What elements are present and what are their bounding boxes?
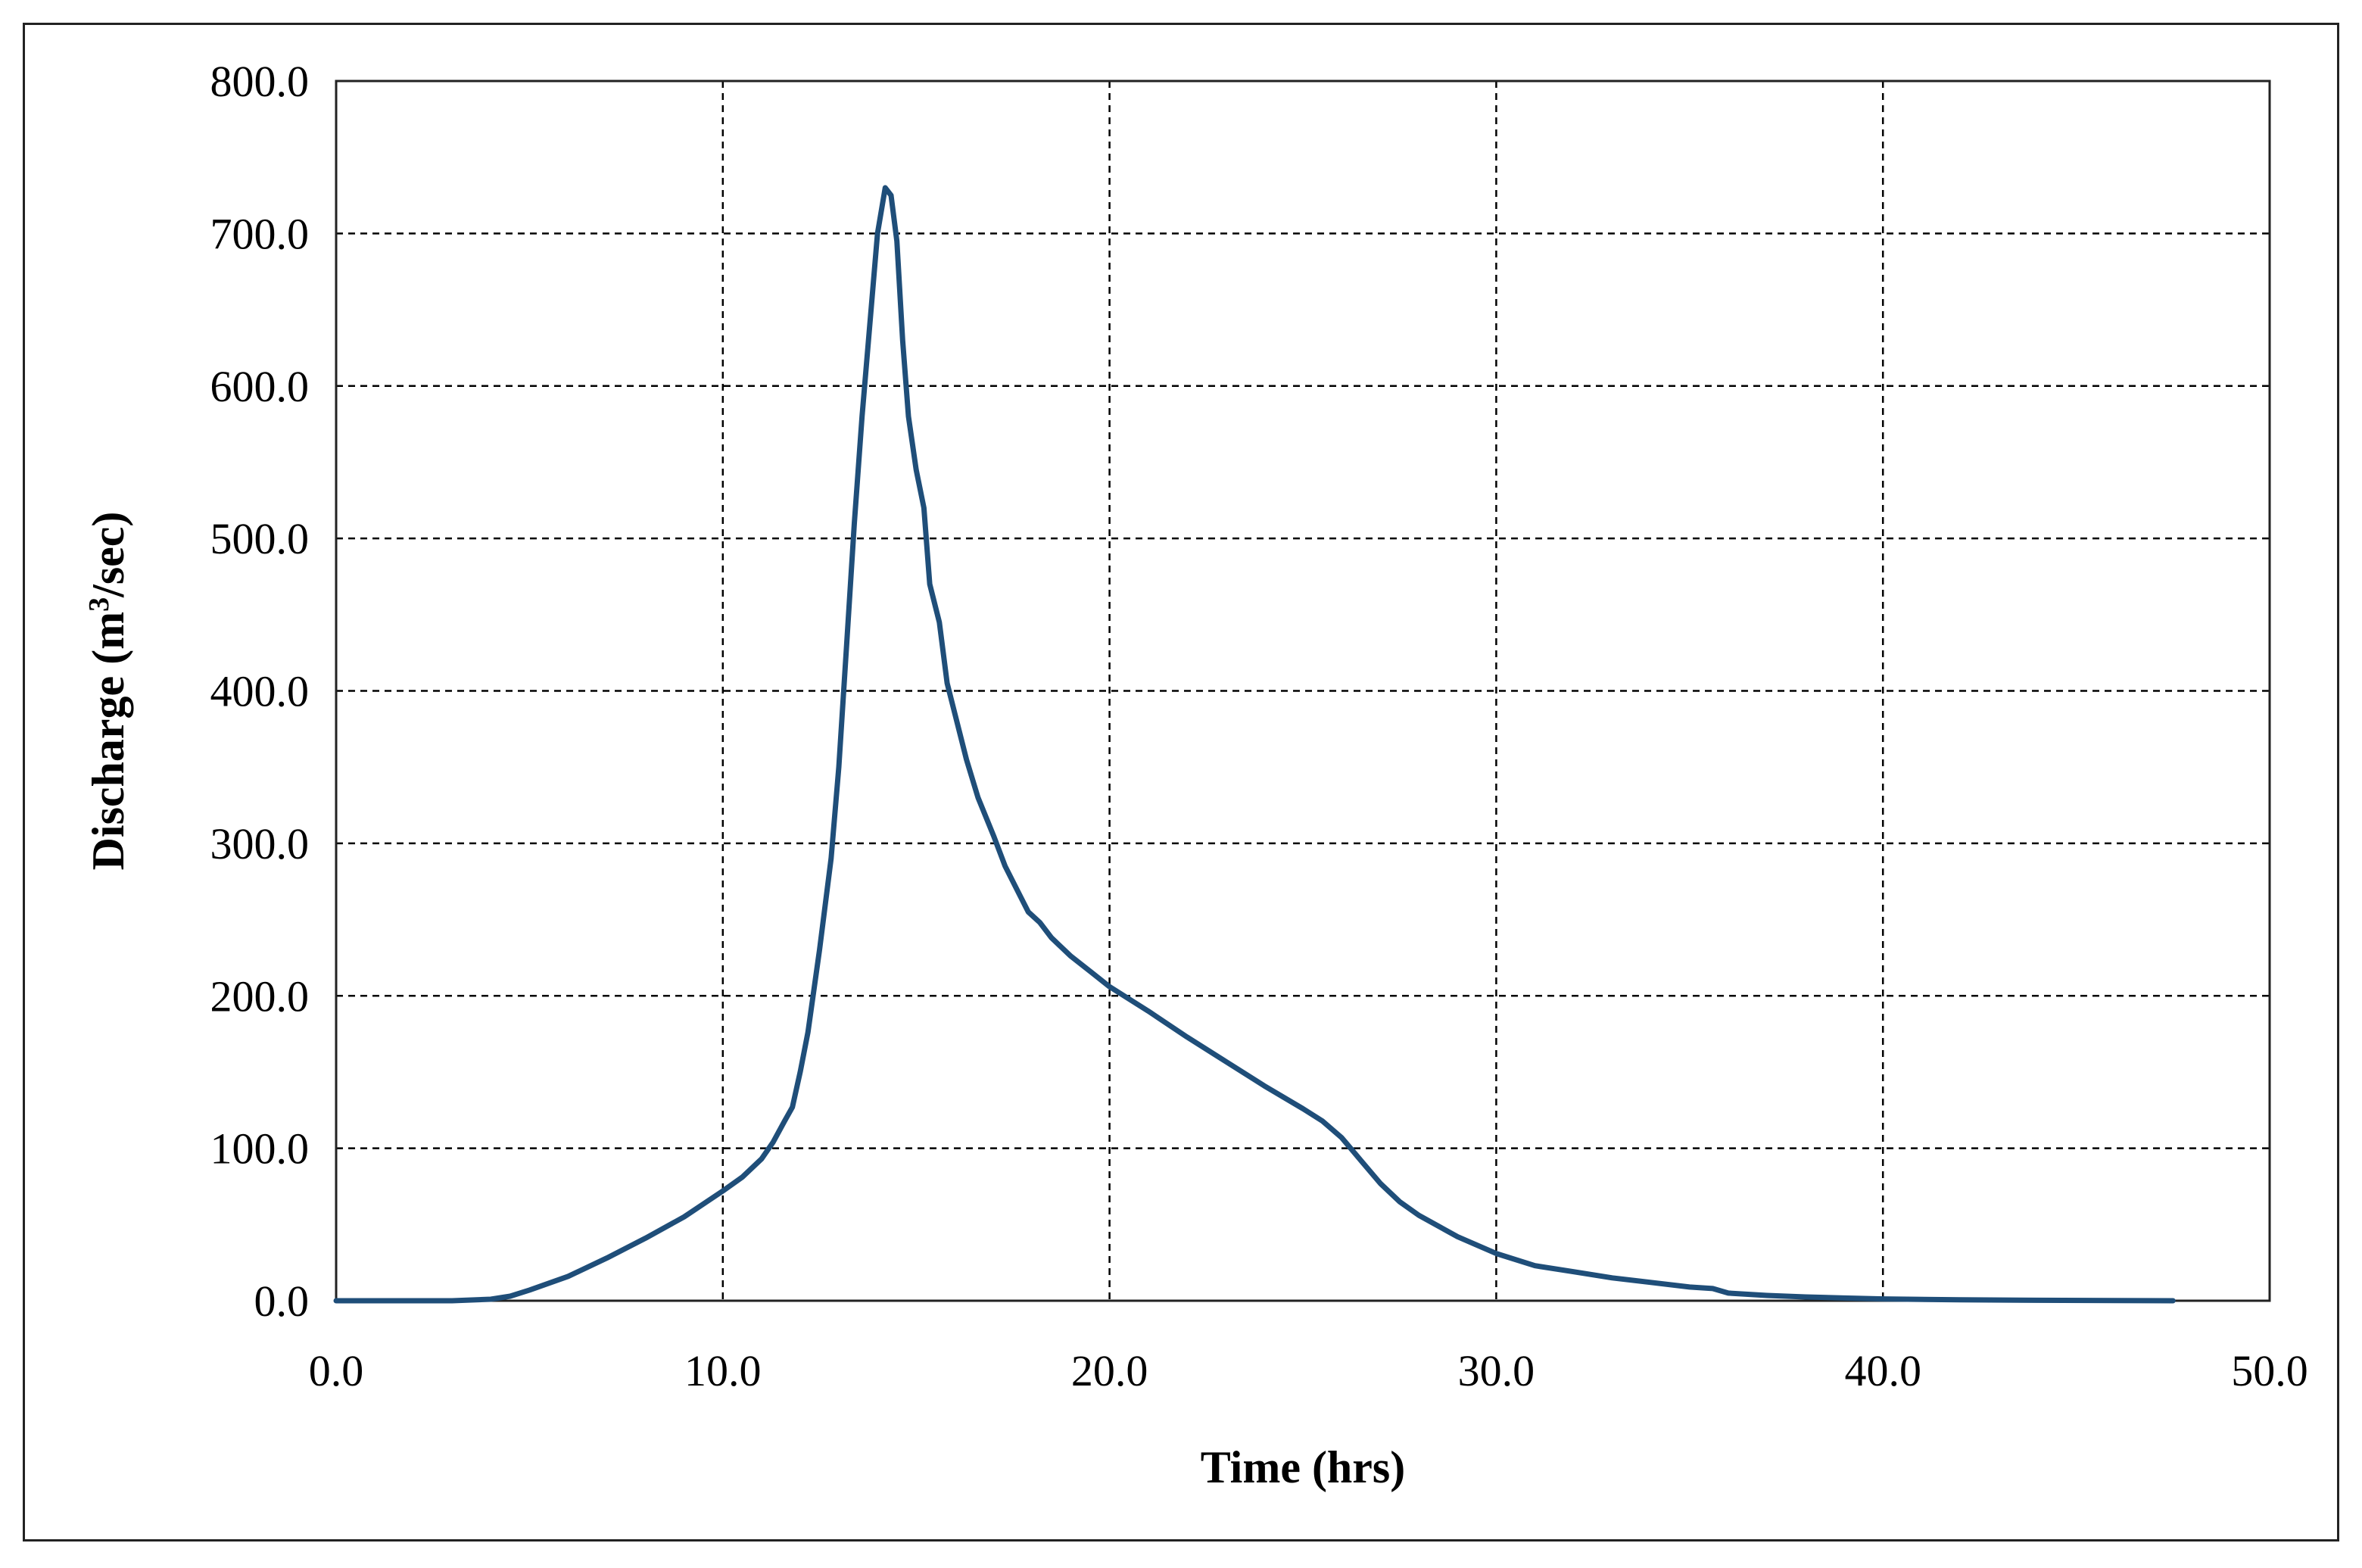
x-tick-label: 50.0 — [2231, 1346, 2308, 1395]
y-axis-title: Discharge (m3/sec) — [83, 512, 133, 871]
y-tick-label: 400.0 — [210, 667, 310, 716]
chart-frame: 0.0 10.0 20.0 30.0 40.0 50.0 0.0 100.0 200.0 300… — [23, 23, 2339, 1542]
y-tick-label: 0.0 — [254, 1277, 310, 1326]
y-tick-label: 800.0 — [210, 57, 310, 106]
series-layer — [333, 185, 2176, 1304]
discharge-chart: 0.0 10.0 20.0 30.0 40.0 50.0 0.0 100.0 200.0 300… — [83, 57, 2308, 1492]
y-axis-tick-labels: 0.0 100.0 200.0 300.0 400.0 500.0 600.0 700.0 80… — [210, 57, 310, 1326]
y-tick-label: 300.0 — [210, 819, 310, 868]
x-tick-label: 10.0 — [684, 1346, 762, 1395]
x-axis-tick-labels: 0.0 10.0 20.0 30.0 40.0 50.0 — [309, 1346, 2308, 1395]
x-tick-label: 30.0 — [1458, 1346, 1535, 1395]
y-tick-label: 500.0 — [210, 514, 310, 563]
series-line-0 — [333, 185, 2176, 1304]
x-tick-label: 0.0 — [309, 1346, 364, 1395]
y-tick-label: 100.0 — [210, 1124, 310, 1174]
x-tick-label: 20.0 — [1071, 1346, 1148, 1395]
x-tick-label: 40.0 — [1844, 1346, 1921, 1395]
y-tick-label: 700.0 — [210, 209, 310, 258]
y-tick-label: 200.0 — [210, 971, 310, 1021]
x-axis-title: Time (hrs) — [1201, 1442, 1406, 1492]
y-tick-label: 600.0 — [210, 362, 310, 411]
gridlines — [336, 81, 2270, 1301]
plot-area — [335, 79, 2271, 1302]
